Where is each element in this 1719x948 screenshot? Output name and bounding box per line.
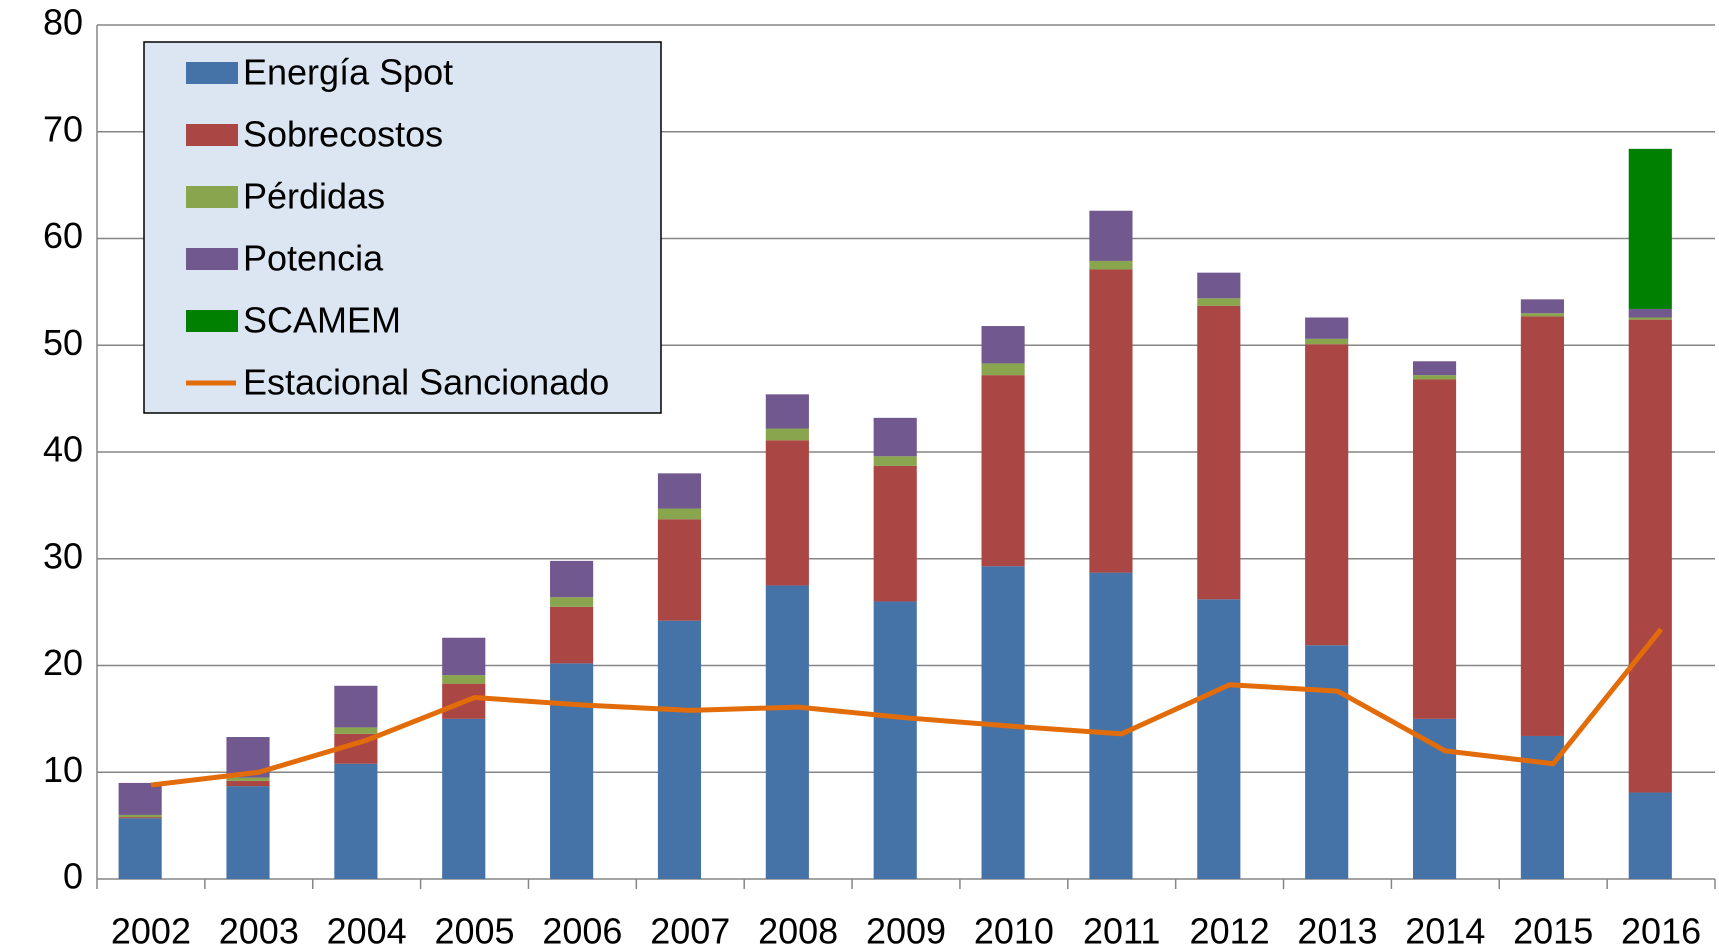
y-tick-label: 50 xyxy=(43,322,83,363)
legend-label: Sobrecostos xyxy=(243,114,443,155)
x-tick-label: 2011 xyxy=(1083,911,1160,948)
bar-segment xyxy=(765,585,809,879)
x-tick-label: 2008 xyxy=(758,911,838,948)
bar-segment xyxy=(1089,260,1133,270)
bar-segment xyxy=(1197,599,1241,879)
x-tick-label: 2010 xyxy=(974,911,1054,948)
bar-segment xyxy=(765,428,809,441)
x-tick-label: 2006 xyxy=(542,911,622,948)
bar-segment xyxy=(1628,148,1672,309)
bar-segment xyxy=(550,606,594,664)
x-tick-label: 2016 xyxy=(1621,911,1701,948)
bar-segment xyxy=(1520,316,1564,736)
bar-segment xyxy=(1305,645,1349,879)
bar-segment xyxy=(1089,572,1133,879)
bar-segment xyxy=(1089,210,1133,261)
bar-segment xyxy=(657,620,702,879)
bar-segment xyxy=(1628,792,1672,879)
y-tick-label: 80 xyxy=(43,2,83,43)
bar-segment xyxy=(1412,375,1457,380)
bar-segment xyxy=(550,663,594,879)
x-tick-label: 2009 xyxy=(866,911,946,948)
legend-swatch xyxy=(186,62,238,84)
x-tick-label: 2014 xyxy=(1405,911,1485,948)
bar-segment xyxy=(981,375,1025,567)
bar-segment xyxy=(1520,299,1564,314)
bar-segment xyxy=(334,763,378,879)
legend-swatch xyxy=(186,124,238,146)
bar-segment xyxy=(1305,344,1349,646)
bar-segment xyxy=(226,780,270,787)
y-tick-label: 0 xyxy=(63,856,83,897)
line-series xyxy=(150,627,1664,788)
bar-segment xyxy=(334,685,378,728)
bar-segment xyxy=(1197,305,1241,600)
bar-segment xyxy=(1520,313,1564,317)
y-tick-label: 10 xyxy=(43,749,83,790)
bar-segment xyxy=(765,394,809,429)
bar-segment xyxy=(1628,317,1672,320)
bar-segment xyxy=(873,465,917,602)
x-tick-label: 2004 xyxy=(327,911,407,948)
bar-segment xyxy=(1197,298,1241,306)
y-tick-label: 20 xyxy=(43,642,83,683)
bar-segment xyxy=(981,326,1025,364)
legend-swatch xyxy=(186,248,238,270)
bar-segment xyxy=(118,782,162,815)
x-tick-label: 2013 xyxy=(1297,911,1377,948)
bar-segment xyxy=(873,456,917,466)
legend: Energía Spot Sobrecostos Pérdidas Potencia S… xyxy=(143,41,662,414)
y-tick-label: 60 xyxy=(43,215,83,256)
bar-segment xyxy=(1305,338,1349,345)
legend-swatch xyxy=(186,186,238,208)
bar-segment xyxy=(657,508,702,520)
bar-segment xyxy=(118,817,162,819)
bar-segment xyxy=(442,675,486,684)
bar-segment xyxy=(226,777,270,781)
bar-segment xyxy=(765,440,809,586)
bar-segment xyxy=(1412,379,1457,719)
bar-segment xyxy=(657,473,702,509)
bar-segment xyxy=(873,417,917,457)
bar-segment xyxy=(442,637,486,676)
bar-segment xyxy=(118,814,162,818)
legend-swatch xyxy=(186,310,238,332)
bar-segment xyxy=(1628,319,1672,793)
bar-segment xyxy=(550,597,594,607)
bar-segment xyxy=(981,363,1025,376)
bar-segment xyxy=(1412,361,1457,376)
bar-segment xyxy=(334,727,378,734)
legend-label: Estacional Sancionado xyxy=(243,362,609,403)
bar-segment xyxy=(1089,269,1133,573)
y-tick-label: 70 xyxy=(43,108,83,149)
y-tick-label: 30 xyxy=(43,535,83,576)
x-tick-label: 2012 xyxy=(1190,911,1270,948)
x-tick-label: 2015 xyxy=(1513,911,1593,948)
legend-label: SCAMEM xyxy=(243,300,401,341)
bar-segment xyxy=(550,560,594,598)
x-tick-label: 2005 xyxy=(434,911,514,948)
legend-label: Pérdidas xyxy=(243,176,385,217)
legend-label: Potencia xyxy=(243,238,384,279)
bar-segment xyxy=(873,601,917,879)
bar-segment xyxy=(1628,308,1672,318)
legend-box xyxy=(143,41,662,414)
bar-segment xyxy=(1305,317,1349,339)
x-tick-label: 2003 xyxy=(219,911,299,948)
bar-segment xyxy=(226,786,270,879)
bar-segment xyxy=(442,718,486,879)
legend-label: Energía Spot xyxy=(243,52,453,93)
y-tick-label: 40 xyxy=(43,429,83,470)
bar-segment xyxy=(657,519,702,621)
x-tick-label: 2007 xyxy=(650,911,730,948)
bar-segment xyxy=(118,818,162,879)
x-tick-label: 2002 xyxy=(111,911,191,948)
bar-segment xyxy=(1197,272,1241,299)
